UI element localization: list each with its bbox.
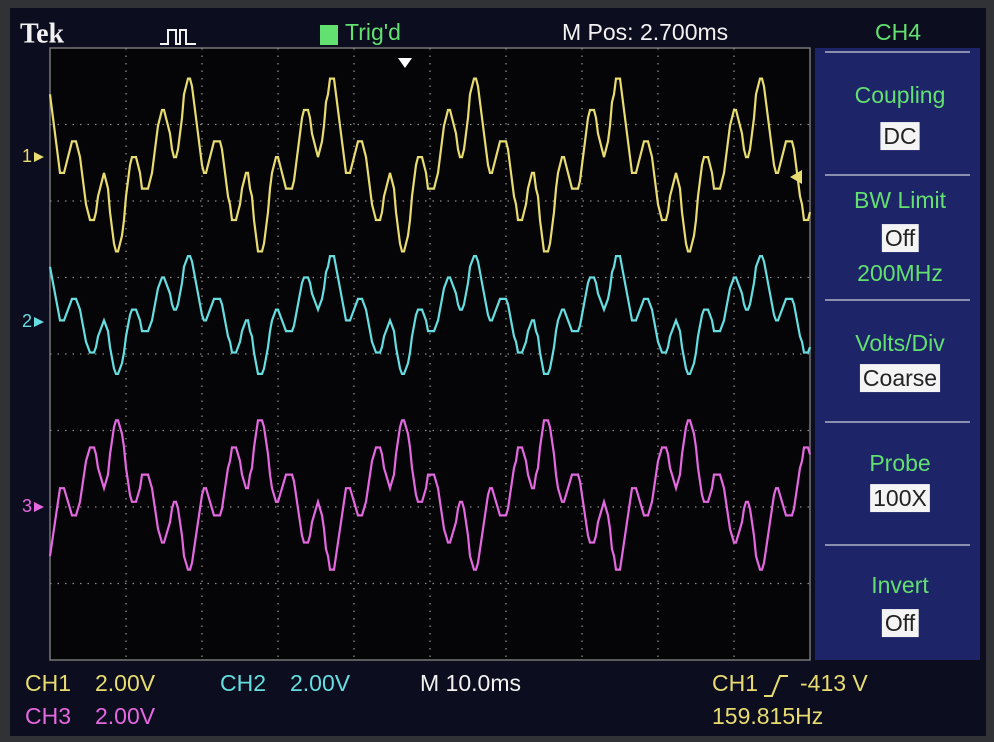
ch2-label: CH2 <box>220 670 266 696</box>
trigger-icon <box>320 25 338 45</box>
position: M Pos: 2.700ms <box>562 19 728 45</box>
menu-value[interactable]: Coarse <box>863 365 937 391</box>
brand: Tek <box>20 18 65 49</box>
trigger-status: Trig'd <box>345 19 401 45</box>
menu-label[interactable]: Invert <box>871 572 929 598</box>
ch2-scale: 2.00V <box>290 670 351 696</box>
menu-value[interactable]: Off <box>885 225 916 251</box>
channel-marker: 2 <box>22 311 32 331</box>
channel-marker: 1 <box>22 146 32 166</box>
ch1-label: CH1 <box>25 670 71 696</box>
menu-detail: 200MHz <box>857 260 943 286</box>
channel-marker: 3 <box>22 496 32 516</box>
menu-label[interactable]: Probe <box>869 450 930 476</box>
oscilloscope-screen: Tek Trig'd M Pos: 2.700ms CH4 Coupling DC… <box>0 0 994 742</box>
menu-value[interactable]: DC <box>883 123 916 149</box>
ch3-label: CH3 <box>25 703 71 729</box>
trigger-source: CH1 <box>712 670 758 696</box>
menu-label[interactable]: BW Limit <box>854 187 947 213</box>
ch1-scale: 2.00V <box>95 670 156 696</box>
trigger-level: -413 V <box>800 670 868 696</box>
menu-value[interactable]: 100X <box>873 485 927 511</box>
frequency: 159.815Hz <box>712 703 823 729</box>
menu-label[interactable]: Coupling <box>855 82 946 108</box>
ch3-scale: 2.00V <box>95 703 156 729</box>
menu-label[interactable]: Volts/Div <box>855 330 945 356</box>
menu-value[interactable]: Off <box>885 610 916 636</box>
channel: CH4 <box>875 19 921 45</box>
timebase: M 10.0ms <box>420 670 521 696</box>
